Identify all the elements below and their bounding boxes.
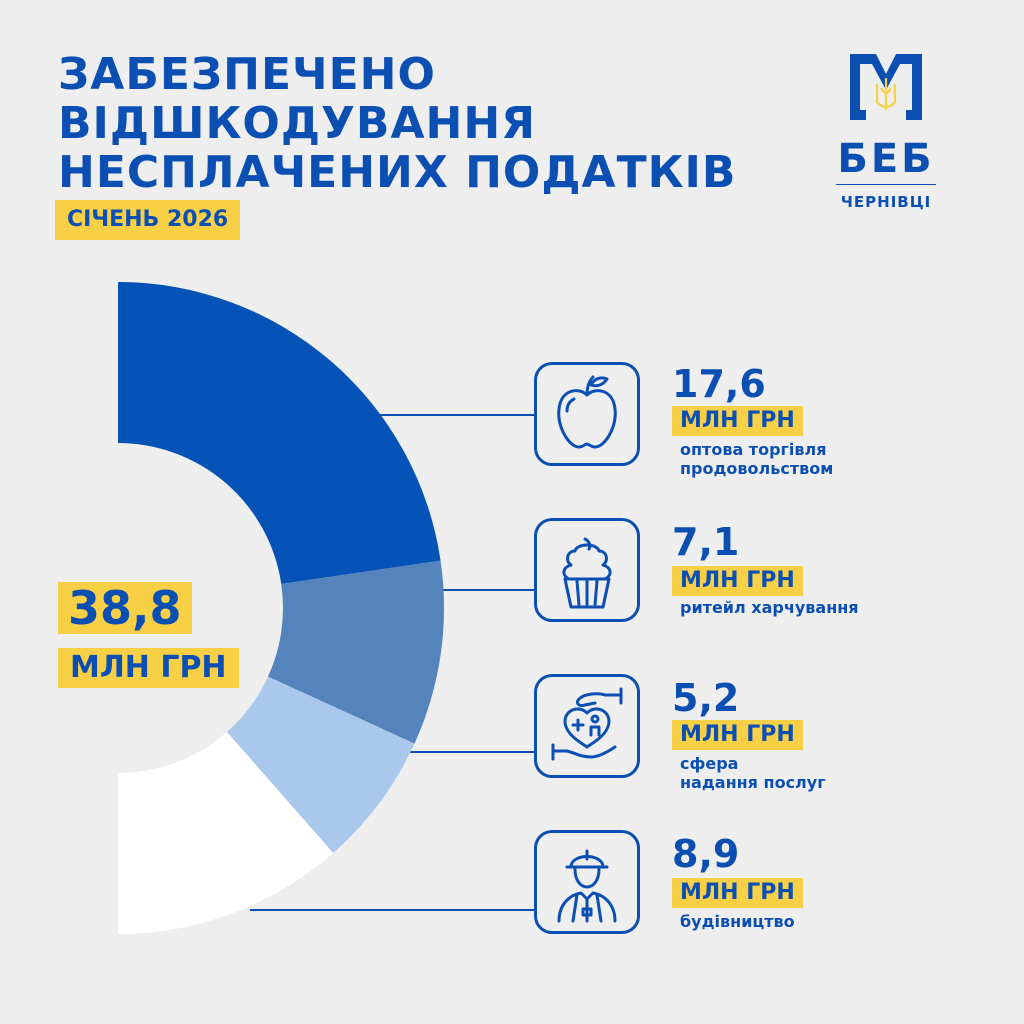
logo: БЕБ ЧЕРНІВЦІ [830, 48, 942, 218]
category-value: 8,9 [672, 832, 740, 876]
period-badge: СІЧЕНЬ 2026 [55, 200, 241, 240]
category-icon-box [534, 674, 640, 778]
apple-icon [557, 375, 617, 449]
donut-slice-2 [268, 560, 444, 744]
cupcake-icon [562, 537, 612, 609]
category-label: будівництво [680, 912, 795, 931]
total-value: 38,8 [58, 582, 192, 634]
logo-abbreviation: БЕБ [837, 136, 935, 182]
logo-divider [836, 184, 936, 185]
care-hands-icon [551, 687, 623, 761]
construction-worker-icon [557, 849, 617, 923]
logo-city: ЧЕРНІВЦІ [840, 193, 932, 211]
category-icon-box [534, 518, 640, 622]
category-value: 5,2 [672, 676, 740, 720]
donut-slice-4 [118, 731, 334, 934]
total-unit: МЛН ГРН [58, 648, 239, 688]
category-label: сфера надання послуг [680, 754, 826, 792]
donut-slice-1 [118, 282, 441, 585]
category-unit: МЛН ГРН [672, 406, 803, 436]
category-label: оптова торгівля продовольством [680, 440, 834, 478]
page-title: ЗАБЕЗПЕЧЕНО ВІДШКОДУВАННЯ НЕСПЛАЧЕНИХ ПО… [58, 50, 736, 197]
category-value: 17,6 [672, 362, 766, 406]
category-unit: МЛН ГРН [672, 720, 803, 750]
category-unit: МЛН ГРН [672, 878, 803, 908]
category-value: 7,1 [672, 520, 740, 564]
title-line: НЕСПЛАЧЕНИХ ПОДАТКІВ [58, 147, 737, 198]
title-line: ВІДШКОДУВАННЯ [58, 98, 537, 149]
title-line: ЗАБЕЗПЕЧЕНО [58, 49, 436, 100]
donut-slice-3 [226, 676, 415, 853]
category-label: ритейл харчування [680, 598, 859, 617]
trident-emblem-icon [850, 54, 922, 120]
category-icon-box [534, 362, 640, 466]
category-icon-box [534, 830, 640, 934]
category-unit: МЛН ГРН [672, 566, 803, 596]
